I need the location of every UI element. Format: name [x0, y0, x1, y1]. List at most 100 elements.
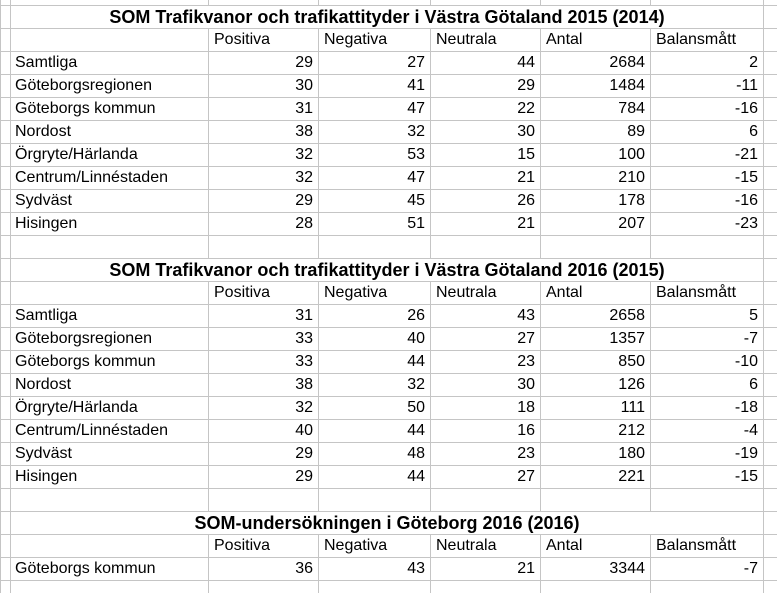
- margin-cell[interactable]: [1, 6, 11, 29]
- value-cell[interactable]: 784: [541, 98, 651, 121]
- value-cell[interactable]: -4: [651, 420, 764, 443]
- column-header[interactable]: Antal: [541, 29, 651, 52]
- value-cell[interactable]: 32: [209, 167, 319, 190]
- value-cell[interactable]: 22: [431, 98, 541, 121]
- value-cell[interactable]: 32: [209, 144, 319, 167]
- column-header[interactable]: Positiva: [209, 29, 319, 52]
- margin-cell[interactable]: [764, 397, 777, 420]
- value-cell[interactable]: 207: [541, 213, 651, 236]
- margin-cell[interactable]: [1, 121, 11, 144]
- value-cell[interactable]: -11: [651, 75, 764, 98]
- column-header[interactable]: Negativa: [319, 282, 431, 305]
- value-cell[interactable]: 44: [319, 351, 431, 374]
- value-cell[interactable]: 26: [431, 190, 541, 213]
- margin-cell[interactable]: [764, 167, 777, 190]
- margin-cell[interactable]: [1, 443, 11, 466]
- empty-cell[interactable]: [11, 489, 209, 512]
- empty-cell[interactable]: [541, 489, 651, 512]
- value-cell[interactable]: 21: [431, 167, 541, 190]
- margin-cell[interactable]: [1, 190, 11, 213]
- column-header[interactable]: Neutrala: [431, 29, 541, 52]
- margin-cell[interactable]: [1, 397, 11, 420]
- margin-cell[interactable]: [1, 213, 11, 236]
- value-cell[interactable]: 51: [319, 213, 431, 236]
- table-title[interactable]: SOM Trafikvanor och trafikattityder i Vä…: [11, 6, 764, 29]
- value-cell[interactable]: 2: [651, 52, 764, 75]
- value-cell[interactable]: -19: [651, 443, 764, 466]
- value-cell[interactable]: 89: [541, 121, 651, 144]
- row-label[interactable]: Göteborgs kommun: [11, 558, 209, 581]
- margin-cell[interactable]: [764, 98, 777, 121]
- row-label[interactable]: Centrum/Linnéstaden: [11, 167, 209, 190]
- empty-cell[interactable]: [431, 0, 541, 6]
- value-cell[interactable]: 44: [319, 420, 431, 443]
- column-header[interactable]: Positiva: [209, 282, 319, 305]
- empty-cell[interactable]: [1, 236, 11, 259]
- empty-cell[interactable]: [319, 0, 431, 6]
- margin-cell[interactable]: [1, 52, 11, 75]
- margin-cell[interactable]: [1, 351, 11, 374]
- value-cell[interactable]: 29: [431, 75, 541, 98]
- value-cell[interactable]: 29: [209, 443, 319, 466]
- empty-cell[interactable]: [11, 29, 209, 52]
- column-header[interactable]: Negativa: [319, 29, 431, 52]
- margin-cell[interactable]: [764, 466, 777, 489]
- value-cell[interactable]: 27: [431, 466, 541, 489]
- empty-cell[interactable]: [11, 236, 209, 259]
- margin-cell[interactable]: [764, 443, 777, 466]
- empty-cell[interactable]: [1, 0, 11, 6]
- value-cell[interactable]: 178: [541, 190, 651, 213]
- value-cell[interactable]: 1484: [541, 75, 651, 98]
- margin-cell[interactable]: [1, 328, 11, 351]
- margin-cell[interactable]: [764, 535, 777, 558]
- value-cell[interactable]: 850: [541, 351, 651, 374]
- value-cell[interactable]: 50: [319, 397, 431, 420]
- margin-cell[interactable]: [1, 374, 11, 397]
- value-cell[interactable]: 21: [431, 558, 541, 581]
- value-cell[interactable]: 29: [209, 52, 319, 75]
- value-cell[interactable]: 6: [651, 374, 764, 397]
- value-cell[interactable]: 100: [541, 144, 651, 167]
- value-cell[interactable]: 53: [319, 144, 431, 167]
- empty-cell[interactable]: [764, 581, 777, 593]
- value-cell[interactable]: 41: [319, 75, 431, 98]
- margin-cell[interactable]: [764, 190, 777, 213]
- value-cell[interactable]: 43: [431, 305, 541, 328]
- value-cell[interactable]: 221: [541, 466, 651, 489]
- value-cell[interactable]: -7: [651, 328, 764, 351]
- value-cell[interactable]: 40: [319, 328, 431, 351]
- value-cell[interactable]: 1357: [541, 328, 651, 351]
- margin-cell[interactable]: [764, 29, 777, 52]
- margin-cell[interactable]: [1, 558, 11, 581]
- value-cell[interactable]: 29: [209, 466, 319, 489]
- empty-cell[interactable]: [764, 0, 777, 6]
- margin-cell[interactable]: [1, 98, 11, 121]
- margin-cell[interactable]: [764, 420, 777, 443]
- value-cell[interactable]: 30: [431, 374, 541, 397]
- empty-cell[interactable]: [651, 236, 764, 259]
- value-cell[interactable]: -23: [651, 213, 764, 236]
- value-cell[interactable]: 40: [209, 420, 319, 443]
- margin-cell[interactable]: [1, 259, 11, 282]
- value-cell[interactable]: 180: [541, 443, 651, 466]
- value-cell[interactable]: 5: [651, 305, 764, 328]
- margin-cell[interactable]: [1, 282, 11, 305]
- empty-cell[interactable]: [209, 581, 319, 593]
- empty-cell[interactable]: [1, 581, 11, 593]
- empty-cell[interactable]: [431, 489, 541, 512]
- margin-cell[interactable]: [764, 6, 777, 29]
- empty-cell[interactable]: [11, 581, 209, 593]
- table-title[interactable]: SOM Trafikvanor och trafikattityder i Vä…: [11, 259, 764, 282]
- column-header[interactable]: Antal: [541, 282, 651, 305]
- value-cell[interactable]: 30: [431, 121, 541, 144]
- margin-cell[interactable]: [1, 144, 11, 167]
- margin-cell[interactable]: [764, 282, 777, 305]
- value-cell[interactable]: 18: [431, 397, 541, 420]
- column-header[interactable]: Balansmått: [651, 29, 764, 52]
- row-label[interactable]: Hisingen: [11, 213, 209, 236]
- value-cell[interactable]: 6: [651, 121, 764, 144]
- empty-cell[interactable]: [209, 489, 319, 512]
- value-cell[interactable]: 32: [209, 397, 319, 420]
- margin-cell[interactable]: [764, 144, 777, 167]
- value-cell[interactable]: 36: [209, 558, 319, 581]
